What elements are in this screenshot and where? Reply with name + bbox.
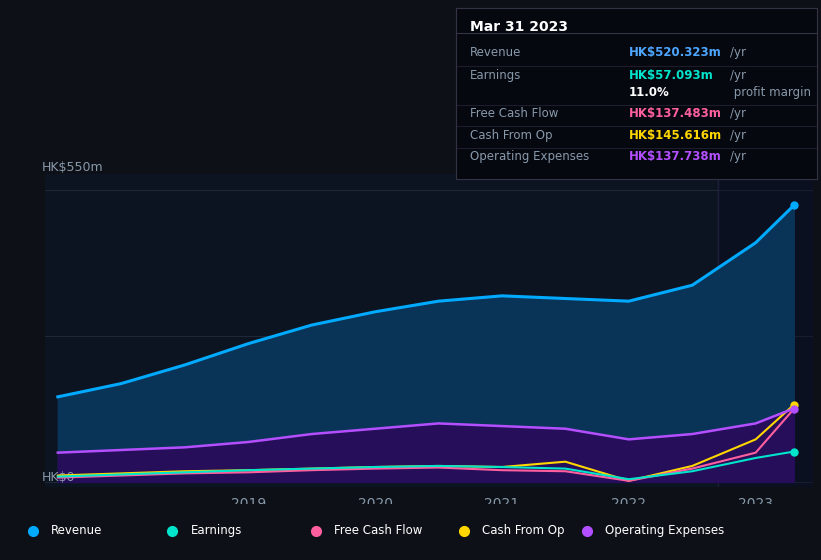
Text: Free Cash Flow: Free Cash Flow <box>470 107 558 120</box>
Text: /yr: /yr <box>730 68 746 82</box>
Text: HK$57.093m: HK$57.093m <box>629 68 713 82</box>
Text: Mar 31 2023: Mar 31 2023 <box>470 20 568 34</box>
Text: Free Cash Flow: Free Cash Flow <box>334 524 423 538</box>
Bar <box>718 174 819 487</box>
Text: Earnings: Earnings <box>470 68 521 82</box>
Text: Operating Expenses: Operating Expenses <box>605 524 724 538</box>
Text: Cash From Op: Cash From Op <box>470 129 553 142</box>
Text: Operating Expenses: Operating Expenses <box>470 151 589 164</box>
Text: Revenue: Revenue <box>51 524 103 538</box>
Text: /yr: /yr <box>730 46 746 59</box>
Text: HK$520.323m: HK$520.323m <box>629 46 722 59</box>
Text: HK$137.738m: HK$137.738m <box>629 151 722 164</box>
Text: HK$145.616m: HK$145.616m <box>629 129 722 142</box>
Text: Earnings: Earnings <box>190 524 242 538</box>
Text: /yr: /yr <box>730 129 746 142</box>
Text: 11.0%: 11.0% <box>629 86 670 99</box>
Text: /yr: /yr <box>730 151 746 164</box>
Text: /yr: /yr <box>730 107 746 120</box>
Text: HK$550m: HK$550m <box>42 161 103 174</box>
Text: profit margin: profit margin <box>730 86 811 99</box>
Text: Revenue: Revenue <box>470 46 521 59</box>
Text: Cash From Op: Cash From Op <box>482 524 564 538</box>
Text: HK$0: HK$0 <box>42 471 76 484</box>
Text: HK$137.483m: HK$137.483m <box>629 107 722 120</box>
